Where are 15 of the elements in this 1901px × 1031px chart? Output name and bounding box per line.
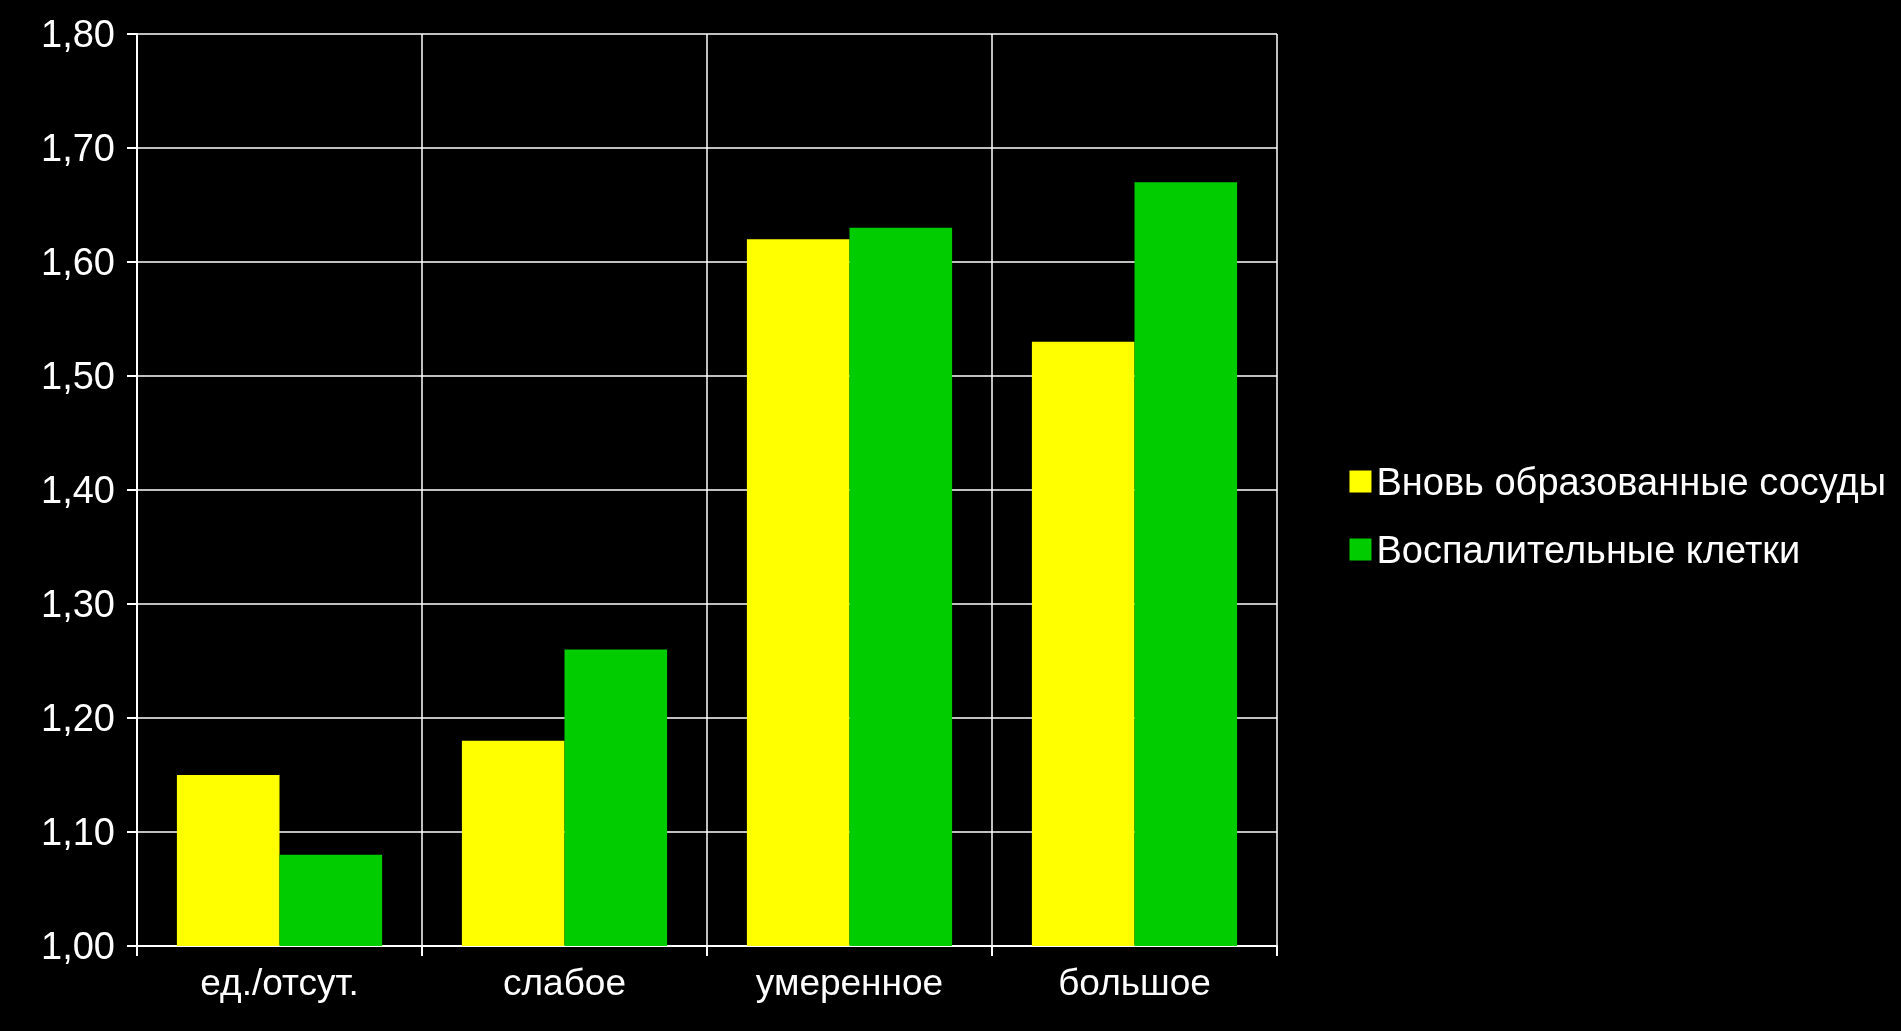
y-tick-label: 1,10 [41,811,115,853]
y-tick-label: 1,70 [41,127,115,169]
y-tick-label: 1,80 [41,13,115,55]
legend-label: Воспалительные клетки [1376,528,1801,571]
legend-label: Вновь образованные сосуды [1376,460,1886,503]
x-tick-label: большое [1058,962,1211,1003]
y-tick-label: 1,40 [41,469,115,511]
x-tick-label: слабое [502,962,627,1003]
y-tick-label: 1,30 [41,583,115,625]
y-tick-label: 1,00 [41,925,115,967]
x-tick-label: умеренное [755,962,944,1003]
y-tick-label: 1,50 [41,355,115,397]
y-tick-label: 1,20 [41,697,115,739]
y-tick-label: 1,60 [41,241,115,283]
x-tick-label: ед./отсут. [200,962,359,1003]
